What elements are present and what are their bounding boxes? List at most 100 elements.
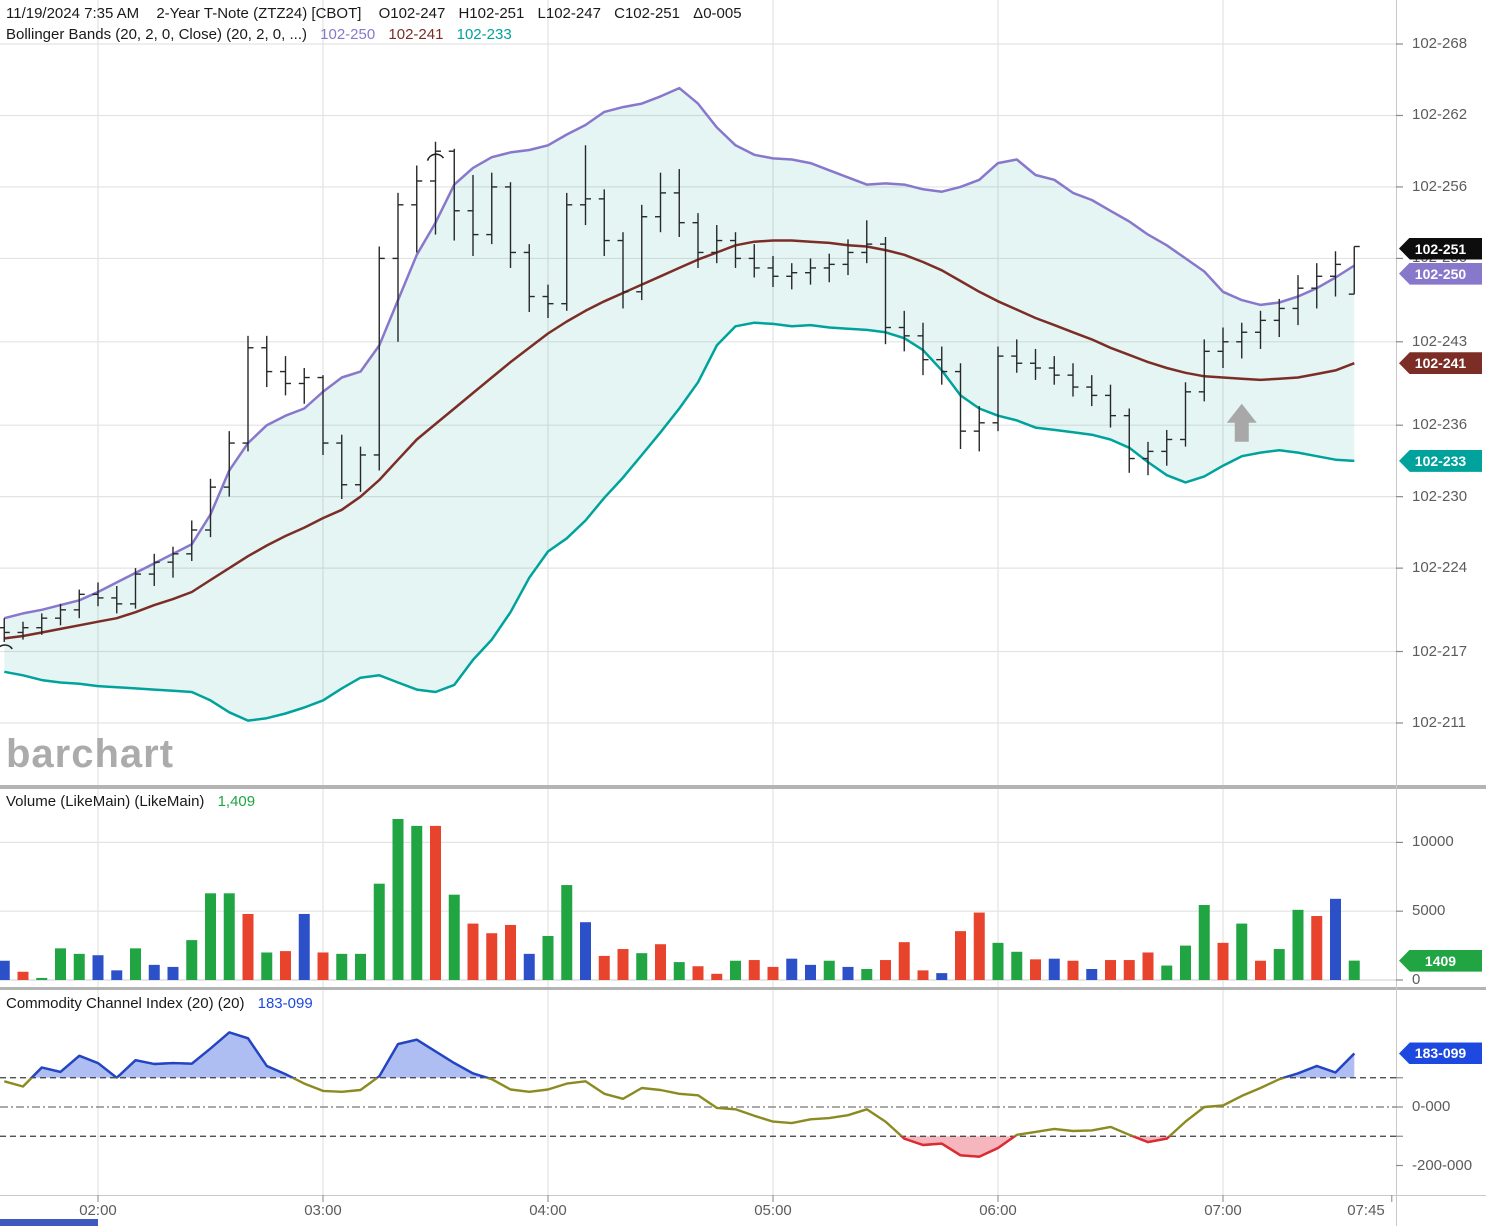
ohlc-bar	[917, 322, 929, 376]
volume-bar	[711, 973, 723, 980]
volume-bar	[861, 968, 873, 980]
time-axis-label: 02:00	[79, 1202, 117, 1219]
volume-bar	[748, 960, 760, 980]
ohlc-bars	[0, 141, 1360, 642]
volume-value: 1,409	[217, 793, 256, 810]
ohlc-bar	[542, 284, 554, 318]
time-axis-label: 07:45	[1347, 1202, 1385, 1219]
volume-bar	[617, 949, 629, 980]
ohlc-bar	[730, 232, 741, 268]
ohlc-bar	[992, 346, 1004, 432]
volume-bar	[1198, 905, 1210, 980]
volume-axis-label: 10000	[1412, 833, 1454, 851]
ohlc-bar	[130, 568, 141, 609]
volume-bar	[73, 953, 85, 980]
ohlc-bar	[1292, 275, 1304, 326]
volume-bar	[1348, 960, 1360, 980]
ohlc-bar	[486, 172, 498, 245]
time-axis-label: 07:00	[1204, 1202, 1242, 1219]
volume-bar	[17, 971, 29, 980]
price-axis-label: 102-243	[1412, 332, 1468, 350]
bollinger-lower-value: 102-233	[456, 26, 512, 43]
ohlc-bar	[336, 434, 348, 500]
bollinger-middle-value: 102-241	[388, 26, 444, 43]
ohlc-bar	[1180, 382, 1191, 447]
header-high: H102-251	[458, 5, 525, 22]
price-axis-label: 102-262	[1412, 106, 1468, 124]
ohlc-bar	[973, 406, 985, 452]
ohlc-bar	[167, 546, 179, 578]
header-close: C102-251	[614, 5, 680, 22]
volume-bar	[411, 825, 423, 980]
cci-label[interactable]: Commodity Channel Index (20) (20)	[6, 995, 245, 1012]
bb-middle-price-badge: 102-241	[1399, 352, 1482, 375]
ohlc-bar	[148, 553, 160, 586]
volume-bar	[823, 960, 835, 980]
volume-badge: 1409	[1399, 949, 1482, 972]
volume-bar	[111, 970, 123, 980]
ohlc-bar	[786, 263, 798, 290]
volume-bar	[523, 953, 535, 980]
ohlc-bar	[1330, 251, 1341, 297]
volume-bar	[992, 942, 1004, 980]
header-low: L102-247	[537, 5, 601, 22]
ohlc-bar	[598, 189, 610, 257]
ohlc-bar	[1236, 322, 1248, 359]
volume-bar	[1011, 951, 1023, 980]
ohlc-bar	[261, 335, 273, 388]
volume-bar	[692, 966, 704, 980]
ohlc-bar	[430, 141, 441, 235]
volume-bar	[1273, 949, 1285, 980]
header-open: O102-247	[378, 5, 446, 22]
price-axis-label: 102-224	[1412, 559, 1468, 577]
up-arrow-annotation	[1226, 403, 1257, 442]
ohlc-bar	[392, 192, 404, 342]
volume-bar	[767, 966, 779, 980]
ohlc-bar	[505, 182, 516, 268]
volume-bar	[936, 973, 948, 980]
ohlc-bar	[655, 172, 666, 233]
price-axis-label: 102-236	[1412, 416, 1468, 434]
volume-bar	[805, 964, 816, 980]
volume-bar	[392, 819, 404, 980]
volume-bar	[317, 952, 329, 980]
last-price-badge: 102-251	[1399, 237, 1482, 260]
volume-bar	[1311, 916, 1323, 980]
ohlc-bar	[823, 253, 835, 283]
bollinger-upper-value: 102-250	[320, 26, 376, 43]
ohlc-bar	[1348, 245, 1360, 295]
volume-bar	[448, 894, 460, 980]
time-axis-label: 04:00	[529, 1202, 567, 1219]
volume-bar	[1086, 968, 1098, 980]
volume-bar	[955, 931, 966, 980]
ohlc-bar	[898, 310, 910, 352]
ohlc-bar	[223, 431, 235, 497]
volume-bar	[505, 924, 516, 980]
ohlc-bar	[242, 335, 254, 452]
time-axis-label: 05:00	[754, 1202, 792, 1219]
bollinger-label[interactable]: Bollinger Bands (20, 2, 0, Close) (20, 2…	[6, 26, 307, 43]
price-axis-label: 102-211	[1412, 713, 1466, 731]
ohlc-bar	[880, 236, 891, 345]
volume-bar	[1236, 923, 1248, 980]
ohlc-bar	[1048, 356, 1060, 385]
price-axis-label: 102-230	[1412, 487, 1468, 505]
bottom-scrollbar-strip[interactable]	[0, 1219, 98, 1226]
ohlc-bar	[955, 363, 966, 450]
ohlc-bar	[523, 244, 535, 313]
bb-middle-line	[4, 239, 1355, 640]
cci-value: 183-099	[257, 995, 313, 1012]
volume-bar	[730, 960, 741, 980]
volume-label[interactable]: Volume (LikeMain) (LikeMain)	[6, 793, 205, 810]
volume-bar	[223, 893, 235, 980]
ohlc-bar	[1142, 441, 1154, 476]
volume-header: Volume (LikeMain) (LikeMain) 1,409	[6, 793, 264, 810]
time-axis-label: 03:00	[304, 1202, 342, 1219]
ohlc-bar	[1105, 384, 1116, 428]
time-axis-label: 06:00	[979, 1202, 1017, 1219]
volume-bar	[898, 942, 910, 980]
volume-bar	[1123, 960, 1135, 980]
volume-bar	[1330, 898, 1341, 980]
